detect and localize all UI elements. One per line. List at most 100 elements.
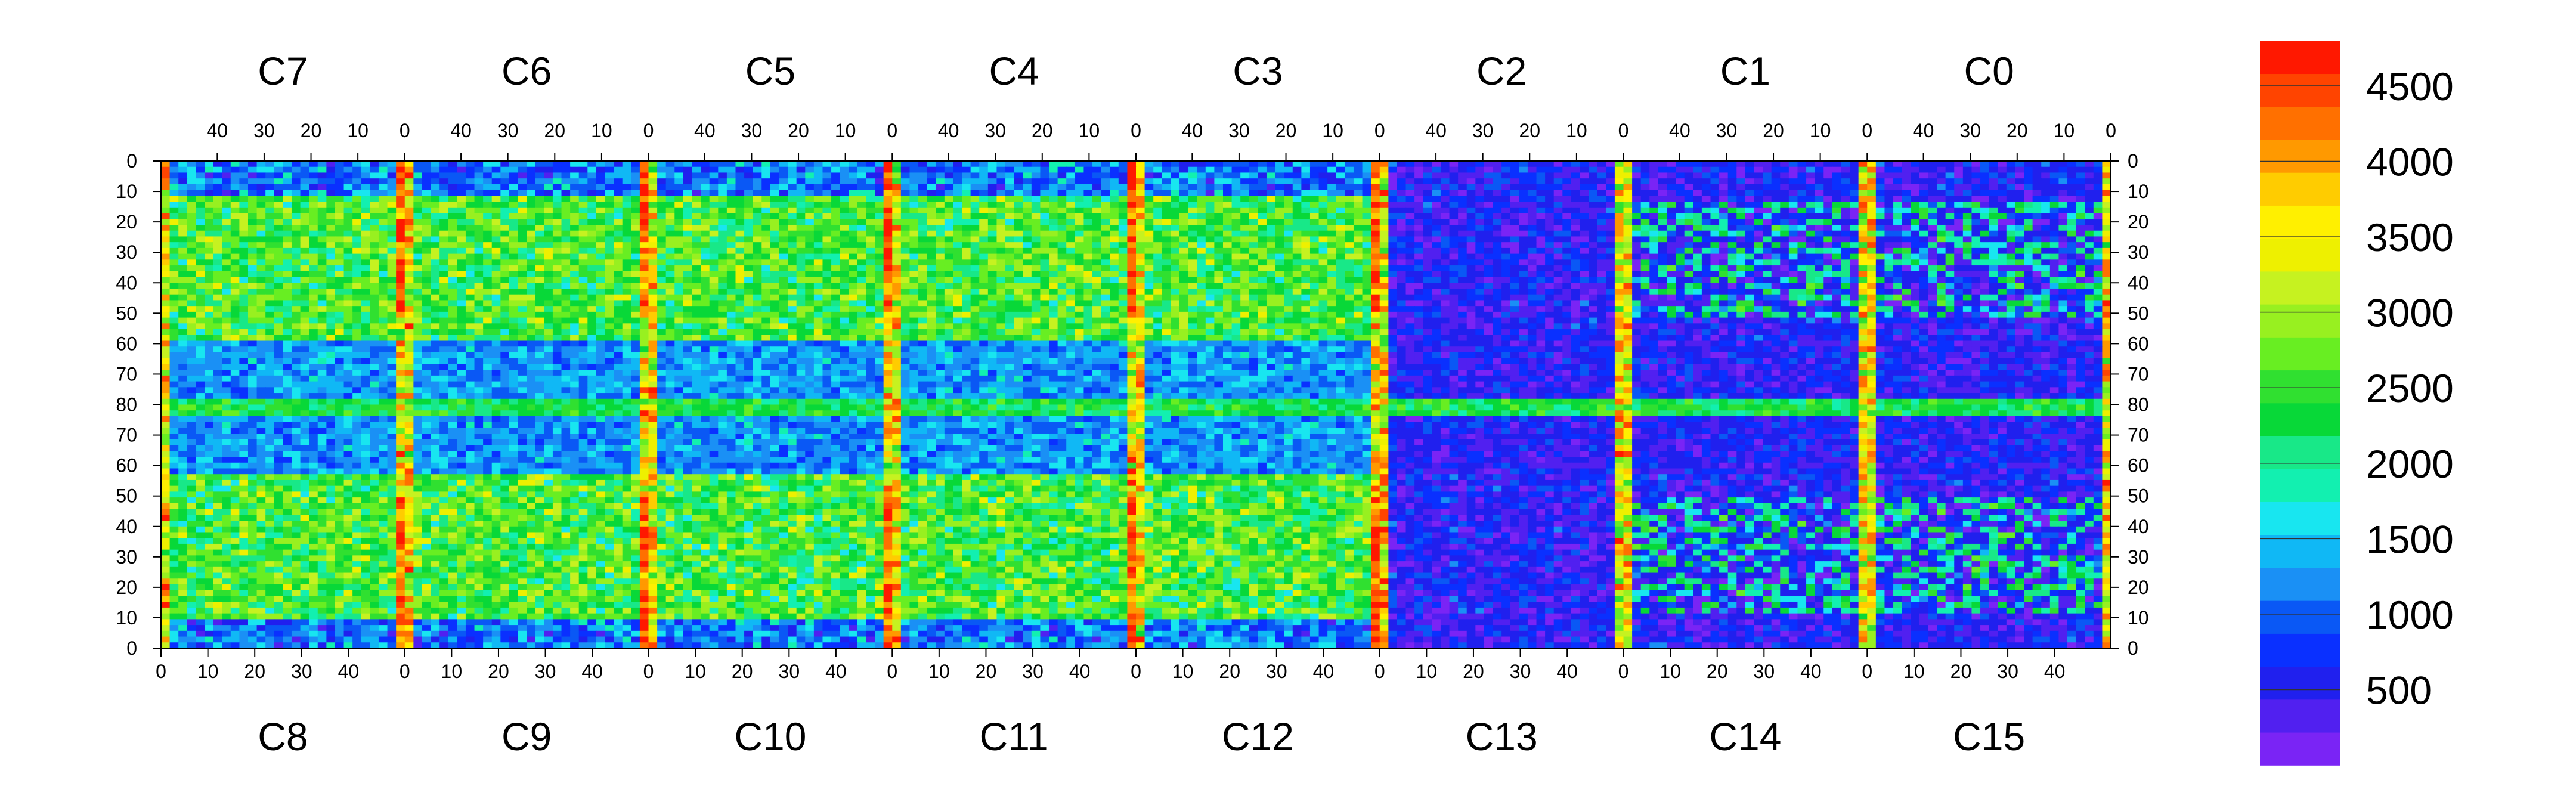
heatmap-cell bbox=[448, 196, 458, 202]
heatmap-cell bbox=[187, 230, 197, 237]
heatmap-cell bbox=[1684, 161, 1693, 168]
heatmap-cell bbox=[1797, 283, 1807, 289]
heatmap-cell bbox=[614, 166, 623, 174]
heatmap-cell bbox=[944, 213, 954, 219]
heatmap-cell bbox=[544, 247, 553, 255]
heatmap-cell bbox=[413, 213, 423, 219]
heatmap-cell bbox=[474, 230, 484, 237]
heatmap-cell bbox=[883, 242, 893, 249]
heatmap-cell bbox=[1493, 283, 1502, 289]
heatmap-cell bbox=[343, 178, 353, 185]
heatmap-cell bbox=[222, 219, 231, 225]
heatmap-cell bbox=[753, 166, 762, 174]
heatmap-cell bbox=[2085, 207, 2094, 214]
heatmap-cell bbox=[883, 283, 893, 289]
heatmap-cell bbox=[1658, 265, 1668, 272]
heatmap-cell bbox=[1284, 190, 1293, 197]
heatmap-cell bbox=[1980, 178, 1990, 185]
heatmap-cell bbox=[1580, 178, 1589, 185]
heatmap-cell bbox=[849, 283, 858, 289]
heatmap-cell bbox=[587, 283, 597, 289]
heatmap-cell bbox=[1736, 172, 1746, 179]
heatmap-cell bbox=[1919, 184, 1929, 191]
heatmap-cell bbox=[1850, 247, 1859, 255]
heatmap-cell bbox=[692, 230, 701, 237]
heatmap-cell bbox=[996, 190, 1006, 197]
heatmap-cell bbox=[1519, 259, 1528, 266]
heatmap-cell bbox=[1266, 247, 1276, 255]
heatmap-cell bbox=[1667, 230, 1676, 237]
heatmap-cell bbox=[1867, 271, 1877, 278]
heatmap-cell bbox=[1075, 178, 1085, 185]
heatmap-cell bbox=[1684, 271, 1693, 278]
heatmap-cell bbox=[1205, 219, 1215, 225]
heatmap-cell bbox=[596, 172, 606, 179]
heatmap-cell bbox=[1414, 166, 1424, 174]
heatmap-cell bbox=[474, 190, 484, 197]
heatmap-cell bbox=[204, 283, 214, 289]
heatmap-cell bbox=[596, 207, 606, 214]
heatmap-cell bbox=[1623, 213, 1633, 219]
heatmap-cell bbox=[1214, 277, 1224, 283]
heatmap-cell bbox=[1214, 259, 1224, 266]
heatmap-cell bbox=[779, 178, 788, 185]
heatmap-cell bbox=[936, 247, 945, 255]
heatmap-cell bbox=[1362, 213, 1371, 219]
heatmap-cell bbox=[1562, 236, 1572, 243]
heatmap-cell bbox=[1754, 242, 1763, 249]
heatmap-cell bbox=[1597, 161, 1607, 168]
heatmap-cell bbox=[1136, 207, 1145, 214]
heatmap-cell bbox=[900, 196, 911, 202]
heatmap-cell bbox=[1188, 259, 1197, 266]
heatmap-cell bbox=[1318, 207, 1328, 214]
heatmap-cell bbox=[1466, 172, 1476, 179]
heatmap-cell bbox=[1179, 207, 1189, 214]
heatmap-cell bbox=[1405, 271, 1415, 278]
heatmap-cell bbox=[387, 190, 397, 197]
heatmap-cell bbox=[413, 202, 423, 208]
heatmap-cell bbox=[1962, 207, 1973, 214]
heatmap-cell bbox=[274, 265, 284, 272]
heatmap-cell bbox=[518, 196, 527, 202]
heatmap-cell bbox=[648, 207, 658, 214]
heatmap-cell bbox=[1493, 190, 1502, 197]
heatmap-cell bbox=[1292, 166, 1302, 174]
heatmap-cell bbox=[587, 247, 597, 255]
heatmap-cell bbox=[370, 207, 379, 214]
heatmap-cell bbox=[962, 277, 971, 283]
heatmap-cell bbox=[2102, 283, 2111, 289]
heatmap-cell bbox=[875, 236, 884, 243]
heatmap-cell bbox=[2058, 253, 2068, 261]
heatmap-cell bbox=[439, 224, 449, 231]
heatmap-cell bbox=[1397, 190, 1407, 197]
heatmap-cell bbox=[1875, 166, 1885, 174]
heatmap-cell bbox=[1815, 213, 1824, 219]
heatmap-cell bbox=[657, 196, 667, 202]
heatmap-cell bbox=[283, 265, 292, 272]
heatmap-cell bbox=[2032, 271, 2042, 278]
heatmap-cell bbox=[1640, 196, 1650, 202]
heatmap-cell bbox=[1014, 219, 1023, 225]
heatmap-cell bbox=[1484, 253, 1494, 261]
heatmap-cell bbox=[857, 196, 867, 202]
heatmap-cell bbox=[1823, 196, 1833, 202]
heatmap-cell bbox=[326, 242, 336, 249]
heatmap-cell bbox=[1937, 265, 1946, 272]
heatmap-cell bbox=[387, 247, 397, 255]
heatmap-cell bbox=[1475, 224, 1485, 231]
heatmap-cell bbox=[274, 288, 284, 295]
heatmap-cell bbox=[614, 184, 623, 191]
heatmap-cell bbox=[735, 190, 745, 197]
heatmap-cell bbox=[909, 213, 919, 219]
heatmap-cell bbox=[239, 207, 249, 214]
heatmap-cell bbox=[944, 236, 954, 243]
heatmap-cell bbox=[2049, 172, 2060, 179]
heatmap-cell bbox=[1727, 161, 1737, 168]
heatmap-cell bbox=[1788, 247, 1798, 255]
heatmap-cell bbox=[1893, 247, 1903, 255]
heatmap-cell bbox=[944, 253, 954, 261]
heatmap-cell bbox=[1023, 213, 1032, 219]
heatmap-cell bbox=[343, 271, 353, 278]
heatmap-cell bbox=[692, 253, 701, 261]
heatmap-cell bbox=[735, 288, 745, 295]
